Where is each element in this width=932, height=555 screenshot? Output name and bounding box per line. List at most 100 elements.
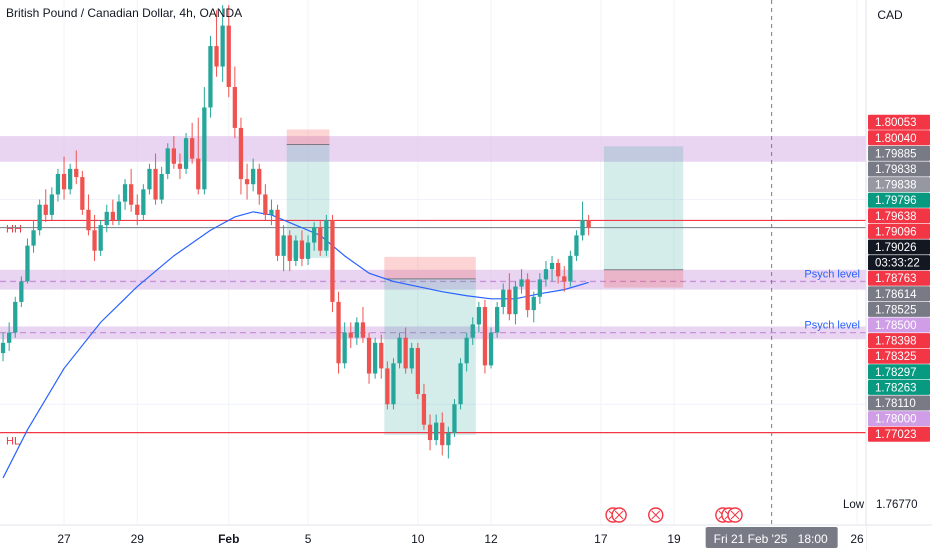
price-tag-label: 03:33:22 <box>875 258 920 270</box>
candle-body <box>409 347 414 369</box>
position-stop-zone[interactable] <box>384 256 476 279</box>
candle-body <box>98 225 103 251</box>
candle-body <box>324 220 329 251</box>
candle-body <box>220 25 225 67</box>
position-stop-zone[interactable] <box>603 269 684 288</box>
event-flag-stroke <box>651 510 661 520</box>
candle-body <box>159 173 164 200</box>
candle-body <box>238 127 244 180</box>
horizontal-lines[interactable]: HH HL <box>0 219 866 448</box>
psych-level-label: Psych level <box>804 268 860 280</box>
candle-body <box>129 184 134 205</box>
candle-body <box>116 201 122 221</box>
candle-body <box>86 209 91 231</box>
crosshair-date-box <box>705 527 838 548</box>
low-label: Low <box>843 499 865 511</box>
candle-body <box>519 279 524 287</box>
candle-body <box>366 337 372 374</box>
price-tag <box>868 395 930 411</box>
price-tag <box>868 177 930 193</box>
candle-body <box>110 211 115 221</box>
candle-body <box>293 240 298 261</box>
candle-body <box>214 46 219 67</box>
candle-body <box>379 342 384 369</box>
low-value: 1.76770 <box>876 499 918 511</box>
candle-body <box>586 220 591 228</box>
candle-body <box>495 307 500 333</box>
candle-body <box>305 242 311 259</box>
psych-level-label: Psych level <box>804 320 860 332</box>
price-tag <box>868 255 930 271</box>
candle-body <box>421 394 427 425</box>
candle-body <box>385 368 390 405</box>
position-tools[interactable] <box>286 129 684 435</box>
price-tag <box>868 286 930 302</box>
time-tick-label: 10 <box>411 532 425 546</box>
candle-body <box>452 404 457 433</box>
price-tag <box>868 364 930 380</box>
time-tick-label: 5 <box>305 532 312 546</box>
psych-zone <box>0 269 866 290</box>
candle-body <box>122 184 128 202</box>
candle-body <box>531 296 536 311</box>
time-tick-label: Feb <box>218 532 239 546</box>
candle-body <box>391 363 396 405</box>
price-tag-label: 1.78398 <box>875 336 917 348</box>
candle-body <box>37 204 42 231</box>
time-axis[interactable]: 27 29 Feb 5 10 12 17 19 26 Fri 21 Feb '25 18:00 <box>0 524 932 550</box>
candle-body <box>580 220 585 236</box>
price-tag <box>868 379 930 395</box>
candle-body <box>318 227 323 251</box>
candle-body <box>287 235 292 261</box>
currency-label: CAD <box>877 8 903 22</box>
price-tag-label: 1.79796 <box>875 195 917 207</box>
candle-body <box>19 281 24 302</box>
candle-body <box>348 332 353 338</box>
candle-body <box>446 432 451 446</box>
price-tag <box>868 114 930 130</box>
price-tag-label: 1.80040 <box>875 133 917 145</box>
event-flags[interactable] <box>605 507 743 523</box>
candle-body <box>568 255 573 282</box>
price-tag-label: 1.78525 <box>875 304 917 316</box>
candle-body <box>525 279 530 311</box>
candle-body <box>269 209 274 215</box>
price-tag <box>868 145 930 161</box>
candle-body <box>373 342 378 374</box>
candle-body <box>104 211 109 226</box>
candles <box>0 5 591 459</box>
price-tag-label: 1.78500 <box>875 320 917 332</box>
candle-body <box>177 163 183 169</box>
candle-body <box>171 148 176 164</box>
price-tag-label: 1.79026 <box>875 242 917 254</box>
position-profit-zone[interactable] <box>603 146 684 270</box>
time-tick-label: 26 <box>850 532 864 546</box>
candle-body <box>440 422 445 446</box>
candle-body <box>55 173 61 195</box>
candle-body <box>281 235 286 256</box>
time-tick-label: 29 <box>131 532 145 546</box>
candle-body <box>501 289 506 308</box>
candle-body <box>574 235 579 256</box>
candle-body <box>135 204 140 215</box>
candle-body <box>74 168 79 178</box>
event-flag-stroke <box>614 510 624 520</box>
price-tag-label: 1.79838 <box>875 180 917 192</box>
horizontal-line-label: HL <box>6 436 20 448</box>
price-tag <box>868 411 930 427</box>
price-tag-label: 1.80053 <box>875 117 917 129</box>
candle-body <box>397 337 402 364</box>
candle-body <box>482 307 488 366</box>
candle-body <box>68 168 73 190</box>
candle-body <box>275 209 280 256</box>
price-tag <box>868 426 930 442</box>
price-tag <box>868 317 930 333</box>
price-axis[interactable]: CAD 1.793001.773001.800531.800401.798851… <box>843 0 932 550</box>
candle-body <box>7 332 12 343</box>
price-tag <box>868 161 930 177</box>
position-stop-zone[interactable] <box>286 129 330 146</box>
candle-body <box>342 332 347 364</box>
price-tag <box>868 223 930 239</box>
